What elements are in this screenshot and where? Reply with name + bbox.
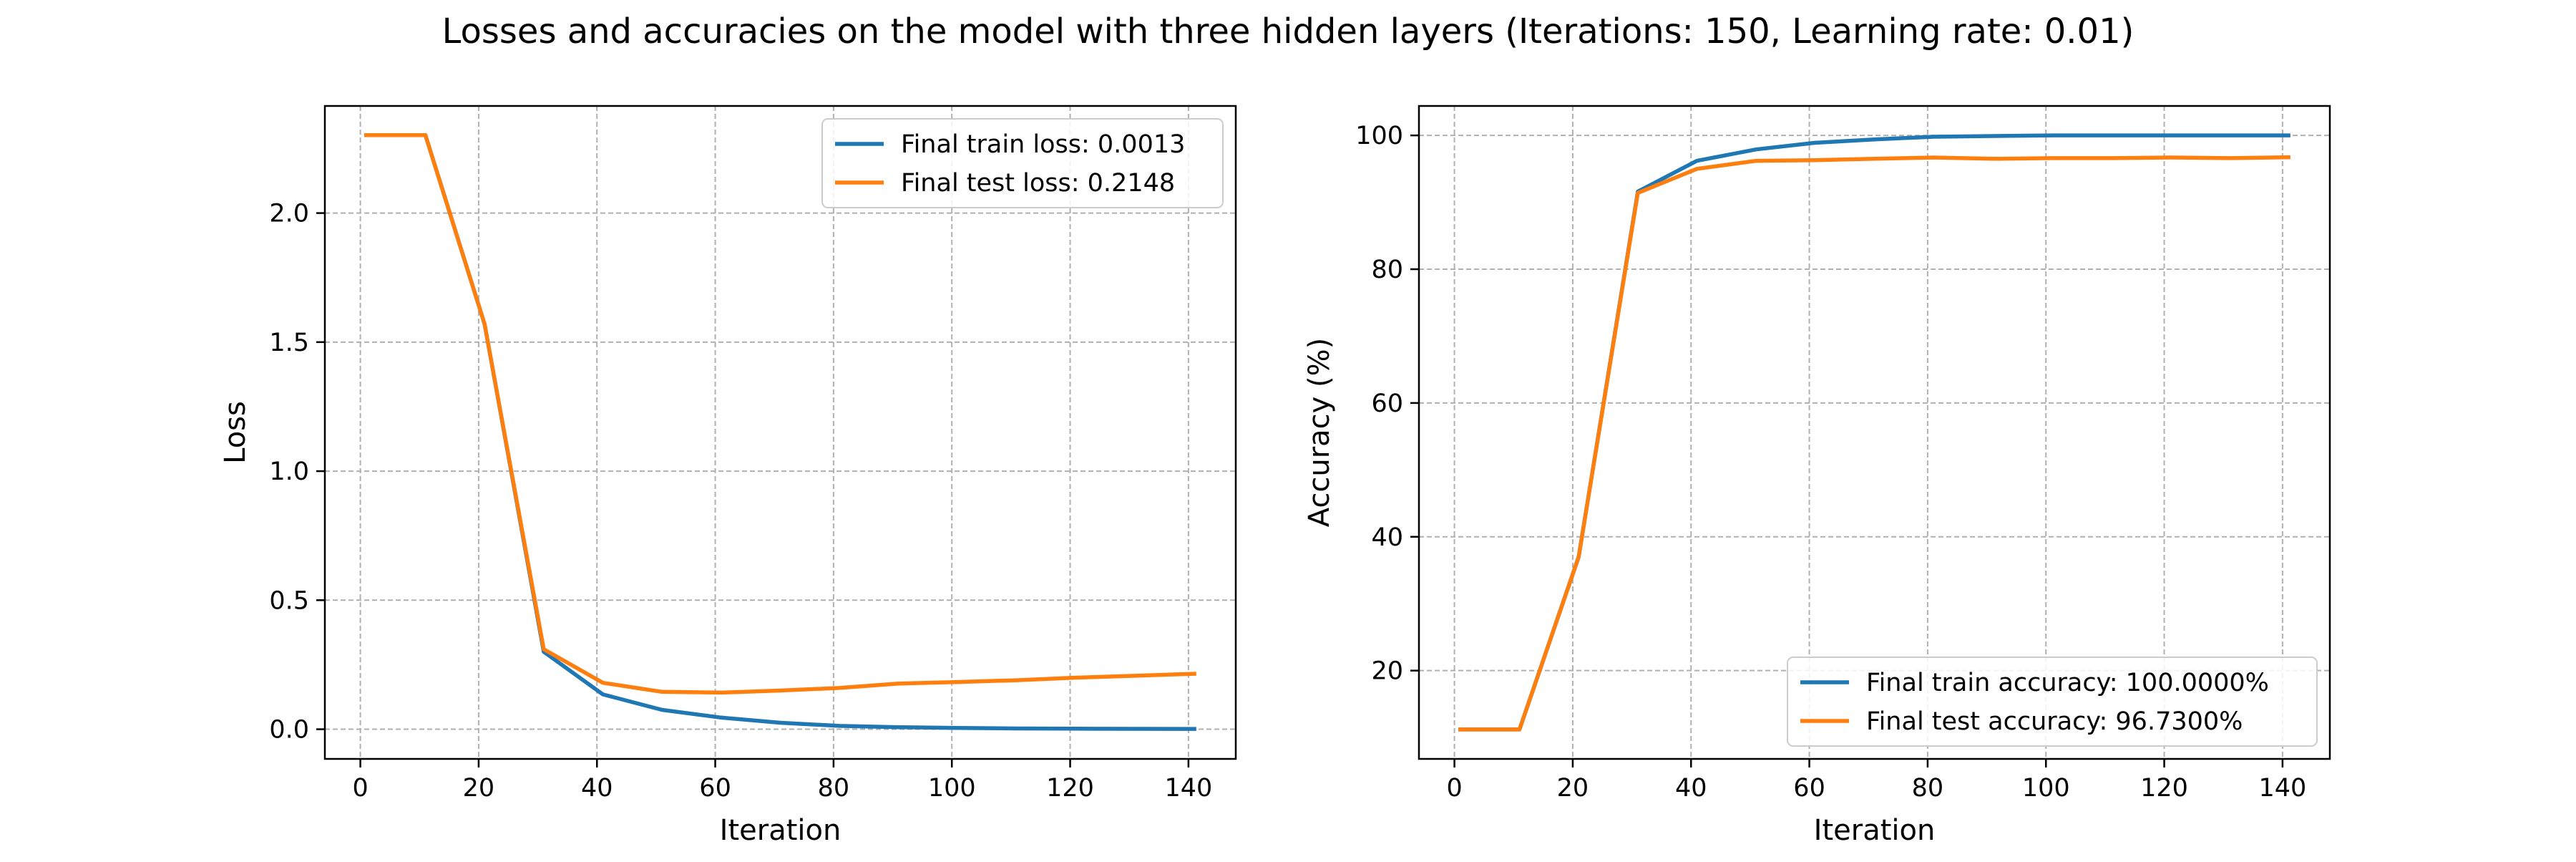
accuracy-y-axis-label: Accuracy (%) xyxy=(1303,338,1336,528)
loss-legend-train-label: Final train loss: 0.0013 xyxy=(901,130,1185,159)
accuracy-xtick-label: 120 xyxy=(2140,774,2188,803)
accuracy-xtick-label: 0 xyxy=(1446,774,1462,803)
accuracy-ytick-label: 20 xyxy=(1371,657,1403,686)
loss-test-line xyxy=(364,132,1196,695)
loss-y-axis-label: Loss xyxy=(219,401,252,464)
loss-legend-test-label: Final test loss: 0.2148 xyxy=(901,169,1175,198)
accuracy-legend-box xyxy=(1787,657,2318,747)
accuracy-xtick-label: 40 xyxy=(1675,774,1707,803)
loss-legend-box xyxy=(821,118,1224,208)
loss-ytick-label: 1.5 xyxy=(269,329,309,357)
accuracy-xtick-label: 60 xyxy=(1793,774,1825,803)
accuracy-xtick-label: 140 xyxy=(2258,774,2306,803)
accuracy-legend-train-label: Final train accuracy: 100.0000% xyxy=(1866,669,2269,697)
loss-x-axis-label: Iteration xyxy=(720,814,841,847)
accuracy-legend-test-label: Final test accuracy: 96.7300% xyxy=(1866,707,2243,736)
loss-xtick-label: 120 xyxy=(1046,774,1094,803)
loss-ytick-label: 0.5 xyxy=(269,586,309,615)
loss-xtick-label: 0 xyxy=(352,774,368,803)
accuracy-ytick-label: 100 xyxy=(1355,122,1403,150)
loss-xtick-label: 20 xyxy=(463,774,495,803)
accuracy-ytick-label: 60 xyxy=(1371,389,1403,418)
accuracy-test-line xyxy=(1458,155,2290,732)
loss-xtick-label: 100 xyxy=(928,774,976,803)
accuracy-xtick-label: 20 xyxy=(1557,774,1589,803)
loss-xtick-label: 40 xyxy=(581,774,613,803)
loss-xtick-label: 140 xyxy=(1164,774,1212,803)
loss-ytick-label: 2.0 xyxy=(269,200,309,228)
accuracy-ytick-label: 40 xyxy=(1371,523,1403,552)
accuracy-xtick-label: 100 xyxy=(2022,774,2070,803)
figure-title: Losses and accuracies on the model with … xyxy=(442,11,2135,52)
accuracy-chart: 0 20 40 60 80 100 120 140 20 40 60 80 100 Iteration Ac… xyxy=(1303,105,2331,847)
loss-axes-frame xyxy=(323,105,1237,760)
loss-ytick-label: 0.0 xyxy=(269,716,309,745)
loss-ytick-label: 1.0 xyxy=(269,457,309,486)
loss-chart: 0 20 40 60 80 100 120 140 0.0 0.5 1.0 1.5 2.0 Iterati… xyxy=(219,105,1237,847)
accuracy-ytick-label: 80 xyxy=(1371,256,1403,284)
accuracy-axes-frame xyxy=(1418,105,2331,760)
loss-xtick-label: 60 xyxy=(699,774,731,803)
accuracy-xtick-label: 80 xyxy=(1912,774,1944,803)
loss-xtick-label: 80 xyxy=(818,774,850,803)
accuracy-x-axis-label: Iteration xyxy=(1814,814,1936,847)
